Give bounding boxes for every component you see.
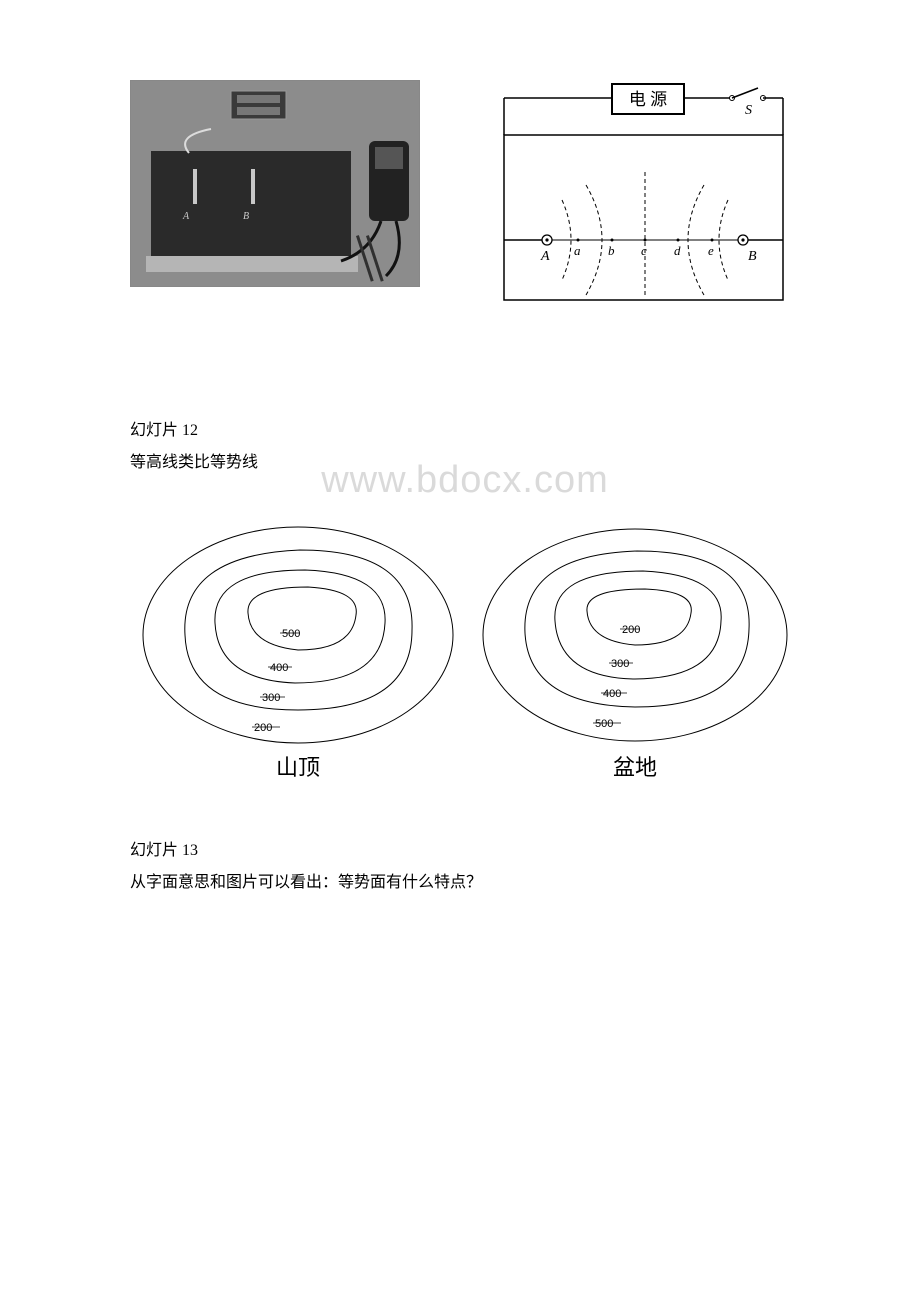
midpoint-d: d	[674, 243, 681, 258]
experiment-photo: A B	[130, 80, 420, 287]
circuit-diagram: 电 源 S A	[500, 80, 787, 305]
left-ring-3: 200	[254, 722, 272, 734]
svg-text:A: A	[182, 211, 190, 222]
left-ring-2: 300	[262, 692, 280, 704]
switch-label: S	[745, 103, 752, 118]
contour-figure: www.bdocx.com 500 400 300 200	[130, 495, 800, 805]
midpoint-a: a	[574, 243, 581, 258]
right-ring-2: 400	[603, 688, 621, 700]
slide12-heading: 幻灯片 12	[130, 415, 790, 447]
slide13-heading: 幻灯片 13	[130, 835, 790, 867]
slide12-subtitle: 等高线类比等势线	[130, 447, 790, 479]
left-ring-1: 400	[270, 662, 288, 674]
right-ring-1: 300	[611, 658, 629, 670]
midpoint-c: c	[641, 243, 647, 258]
midpoint-b: b	[608, 243, 615, 258]
document-page: A B 电 源	[0, 0, 920, 959]
electrode-b-label: B	[748, 249, 757, 264]
left-ring-0: 500	[282, 628, 300, 640]
power-label: 电 源	[629, 90, 667, 109]
electrode-a-label: A	[540, 249, 550, 264]
svg-text:B: B	[243, 211, 249, 222]
left-caption: 山顶	[276, 755, 320, 780]
midpoint-e: e	[708, 243, 714, 258]
right-ring-3: 500	[595, 718, 613, 730]
right-caption: 盆地	[613, 755, 657, 780]
contour-right: 200 300 400 500 盆地	[483, 529, 787, 780]
contour-left: 500 400 300 200 山顶	[143, 527, 453, 780]
figure-row-top: A B 电 源	[130, 80, 790, 305]
slide13-question: 从字面意思和图片可以看出：等势面有什么特点？	[130, 867, 790, 899]
right-ring-0: 200	[622, 624, 640, 636]
